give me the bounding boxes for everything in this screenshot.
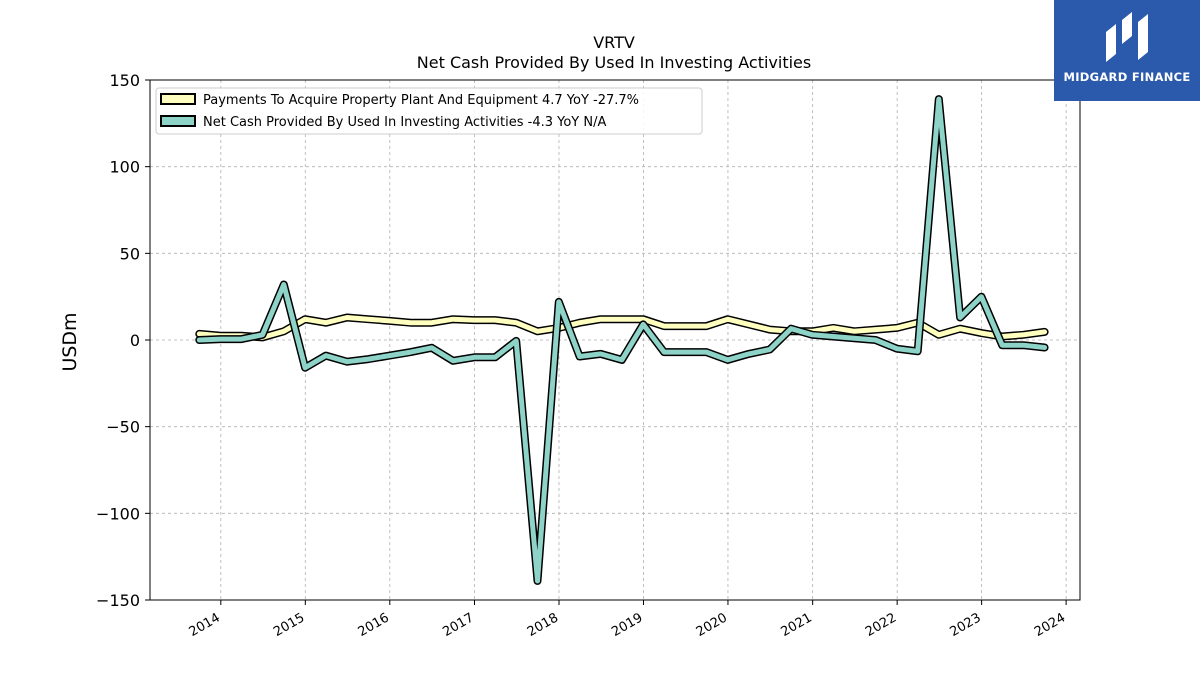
series-layer: [195, 95, 1049, 585]
y-tick-label: 100: [109, 158, 140, 177]
x-tick-label: 2023: [947, 610, 983, 640]
x-axis: 2014 2015 2016 2017 2018 2019 2020 2021 2022 2023…: [187, 600, 1068, 640]
y-tick-label: 0: [130, 331, 140, 350]
legend: Payments To Acquire Property Plant And E…: [155, 87, 703, 135]
brand-mark-icon: [1106, 12, 1148, 62]
series-line: [196, 315, 1048, 340]
grid: [150, 79, 1080, 601]
series-investing: [195, 95, 1049, 585]
chart-title: VRTV: [593, 33, 635, 52]
x-tick-label: 2018: [525, 610, 561, 640]
y-axis-label: USDm: [59, 312, 81, 371]
y-tick-label: 50: [120, 244, 140, 263]
series-line: [196, 96, 1048, 584]
x-tick-label: 2014: [187, 610, 223, 640]
x-tick-label: 2016: [356, 610, 392, 640]
legend-label-capex: Payments To Acquire Property Plant And E…: [203, 93, 639, 108]
legend-box: [155, 87, 703, 135]
x-tick-label: 2019: [609, 610, 645, 640]
y-axis: −150 −100 −50 0 50 100 150: [96, 71, 150, 610]
legend-label-investing: Net Cash Provided By Used In Investing A…: [203, 115, 606, 130]
y-tick-label: 150: [109, 71, 140, 90]
legend-swatch-capex: [160, 93, 196, 105]
x-tick-label: 2022: [863, 610, 899, 640]
y-tick-label: −150: [96, 591, 140, 610]
x-tick-label: 2020: [694, 610, 730, 640]
legend-swatch-investing: [160, 115, 196, 127]
x-tick-label: 2024: [1032, 610, 1068, 640]
x-tick-label: 2015: [271, 610, 307, 640]
brand-name: MIDGARD FINANCE: [1063, 70, 1191, 84]
chart-subtitle: Net Cash Provided By Used In Investing A…: [417, 53, 811, 72]
brand-logo: MIDGARD FINANCE: [1054, 0, 1200, 101]
series-capex: [195, 313, 1049, 342]
y-tick-label: −100: [96, 504, 140, 523]
x-tick-label: 2017: [440, 610, 476, 640]
x-tick-label: 2021: [779, 610, 815, 640]
y-tick-label: −50: [106, 418, 140, 437]
